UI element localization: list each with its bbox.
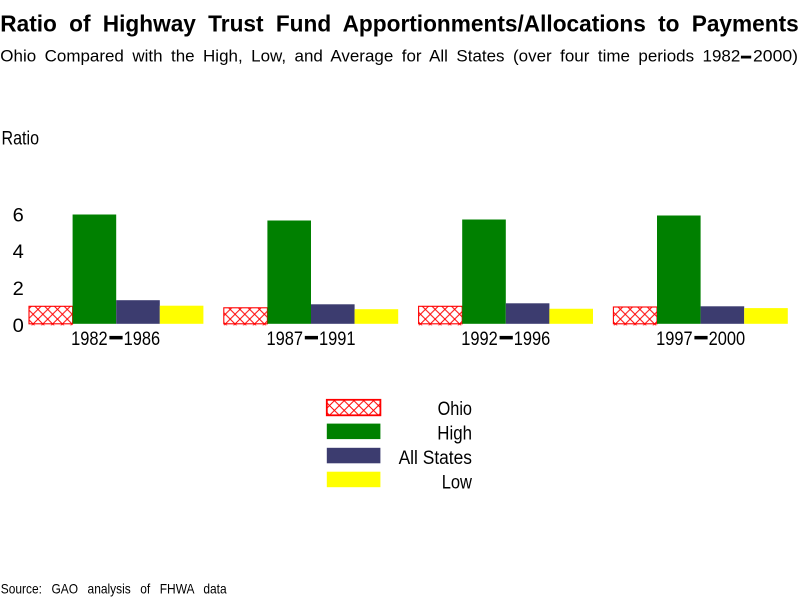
svg-text:2000: 2000 <box>709 329 746 350</box>
svg-text:2: 2 <box>13 279 24 300</box>
svg-text:Source: GAO analysis of FHWA d: Source: GAO analysis of FHWA data <box>1 581 227 597</box>
svg-text:All States: All States <box>399 448 472 469</box>
svg-text:Ohio: Ohio <box>438 399 472 420</box>
svg-text:1982: 1982 <box>71 329 108 350</box>
svg-text:2000): 2000) <box>753 47 798 66</box>
svg-text:Ratio of Highway Trust Fund Ap: Ratio of Highway Trust Fund Apportionmen… <box>0 10 799 36</box>
svg-text:1987: 1987 <box>267 329 304 350</box>
svg-text:6: 6 <box>13 205 24 226</box>
svg-text:1986: 1986 <box>124 329 161 350</box>
svg-text:1997: 1997 <box>656 329 693 350</box>
svg-text:Ratio: Ratio <box>2 128 40 149</box>
svg-text:Ohio Compared with the High, L: Ohio Compared with the High, Low, and Av… <box>0 47 740 66</box>
svg-text:0: 0 <box>13 316 24 337</box>
svg-text:1992: 1992 <box>461 329 498 350</box>
svg-text:High: High <box>437 423 472 444</box>
svg-text:1991: 1991 <box>319 329 356 350</box>
svg-text:4: 4 <box>13 242 25 263</box>
svg-text:Low: Low <box>442 473 473 494</box>
svg-text:1996: 1996 <box>514 329 551 350</box>
